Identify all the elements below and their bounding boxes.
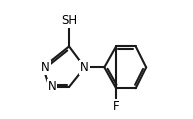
Text: N: N — [41, 61, 50, 74]
Text: F: F — [113, 100, 119, 113]
Text: N: N — [80, 61, 89, 74]
Text: N: N — [47, 80, 56, 93]
Text: SH: SH — [61, 14, 77, 27]
